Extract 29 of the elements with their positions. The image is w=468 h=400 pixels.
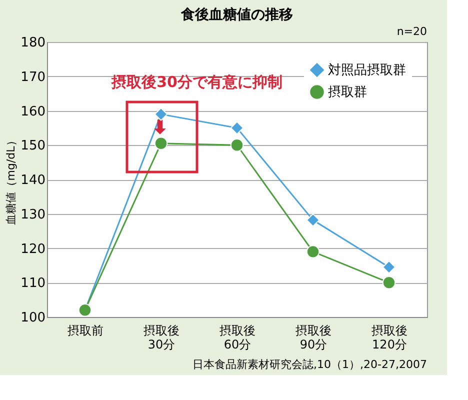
y-axis-title: 血糖値（mg/dL）	[4, 135, 18, 225]
x-tick-label: 摂取前	[68, 324, 104, 338]
y-tick-label: 150	[20, 138, 46, 154]
y-tick-label: 130	[20, 207, 46, 222]
chart-title: 食後血糖値の推移	[180, 6, 293, 23]
y-tick-label: 120	[20, 242, 46, 257]
y-tick-label: 110	[20, 276, 46, 292]
y-tick-label: 170	[20, 70, 46, 85]
y-tick-label: 140	[20, 173, 46, 188]
text: 日本食品新素材研究会誌,10（1）,20-27,2007	[192, 358, 427, 371]
legend-label: 摂取群	[328, 85, 367, 100]
point	[154, 136, 168, 150]
x-tick-label: 摂取後 120分	[372, 324, 408, 352]
y-tick-label: 100	[20, 310, 46, 326]
point	[230, 138, 244, 152]
y-tick-label: 160	[20, 104, 46, 120]
point	[382, 276, 396, 290]
annotation: 摂取後30分で有意に抑制	[110, 73, 282, 91]
point	[154, 108, 168, 121]
point	[306, 213, 320, 227]
x-tick-label: 摂取後 30分	[144, 324, 180, 352]
point	[230, 121, 244, 135]
x-tick-label: 摂取後 60分	[220, 324, 256, 352]
point	[382, 260, 396, 274]
text: n=20	[396, 25, 427, 38]
x-tick-label: 摂取後 90分	[296, 324, 332, 352]
legend-label: 対照品摂取群	[328, 62, 406, 78]
point	[306, 245, 320, 258]
y-tick-label: 180	[20, 36, 46, 50]
